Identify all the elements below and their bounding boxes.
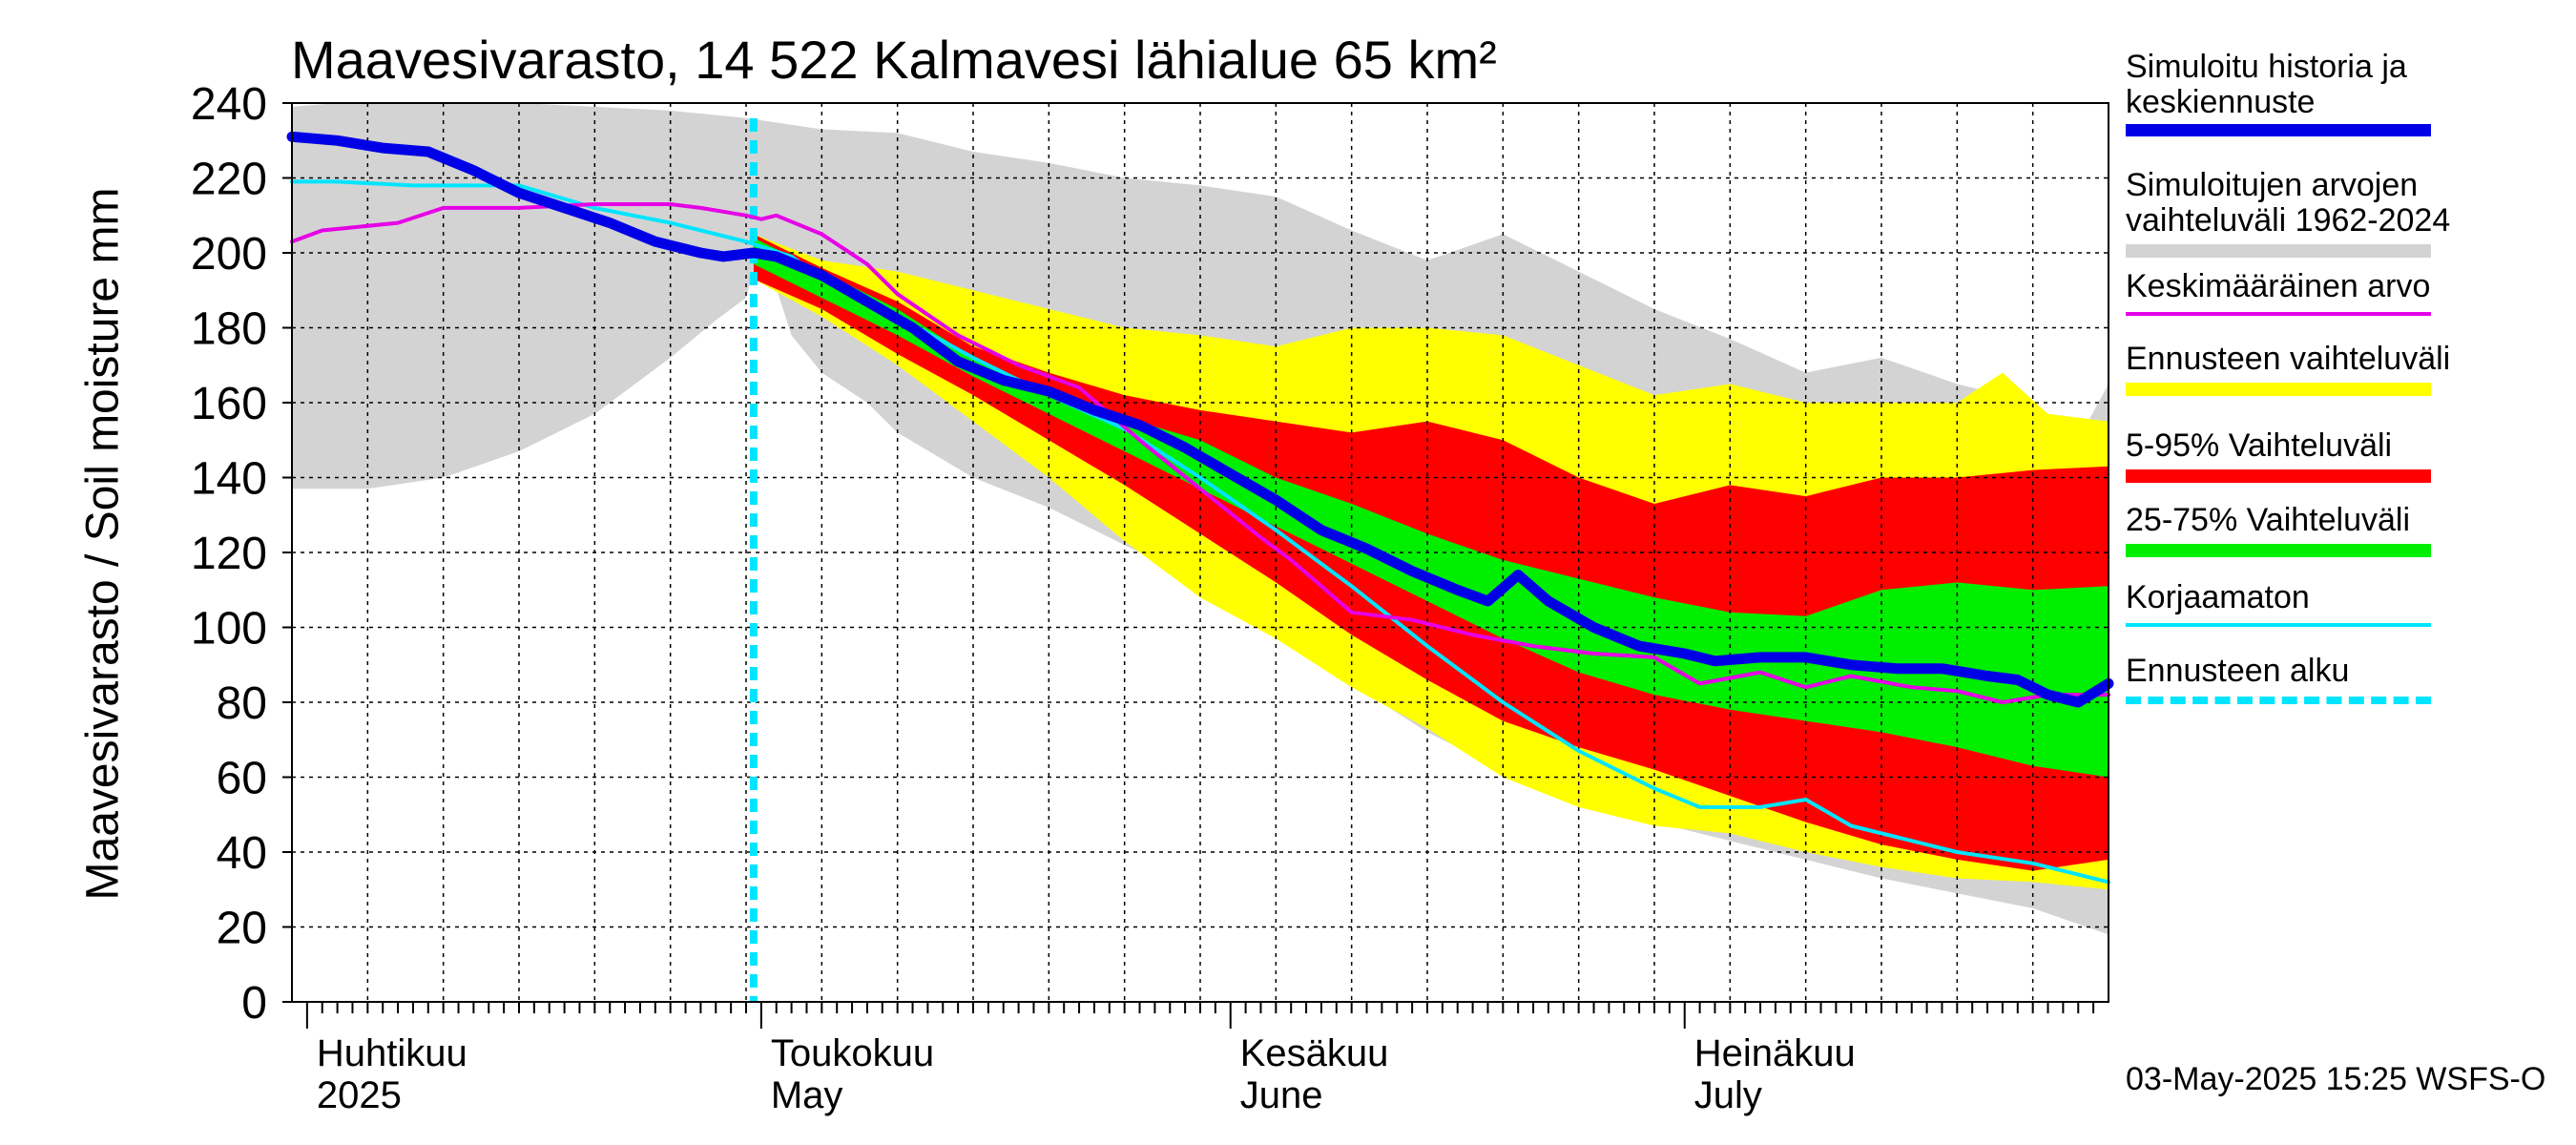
month-label: Toukokuu May <box>771 1032 934 1116</box>
legend-swatch-forecast_start <box>2126 697 2431 704</box>
legend-item-uncorrected: Korjaamaton <box>2126 579 2431 627</box>
legend-item-forecast_start: Ennusteen alku <box>2126 653 2431 704</box>
legend-item-range_hist: Simuloitujen arvojen vaihteluväli 1962-20… <box>2126 167 2451 258</box>
legend-label: Keskimääräinen arvo <box>2126 268 2431 304</box>
legend-swatch-mean <box>2126 312 2431 316</box>
y-tick-label: 180 <box>191 304 267 355</box>
month-sub: 2025 <box>316 1074 402 1116</box>
legend-label: Korjaamaton <box>2126 579 2310 615</box>
y-tick-label: 240 <box>191 79 267 130</box>
legend-label: Ennusteen vaihteluväli <box>2126 341 2451 377</box>
legend-item-forecast_range: Ennusteen vaihteluväli <box>2126 341 2451 396</box>
month-name: Kesäkuu <box>1239 1032 1389 1074</box>
legend-swatch-range_hist <box>2126 244 2431 258</box>
y-tick-label: 140 <box>191 454 267 505</box>
month-label: Huhtikuu 2025 <box>317 1032 467 1116</box>
series-lines <box>286 131 2114 885</box>
legend-item-p25_75: 25-75% Vaihteluväli <box>2126 502 2431 557</box>
y-tick-label: 220 <box>191 155 267 205</box>
y-tick-label: 0 <box>241 978 267 1029</box>
month-label: Heinäkuu July <box>1694 1032 1856 1116</box>
month-name: Toukokuu <box>770 1032 935 1074</box>
legend-label: 5-95% Vaihteluväli <box>2126 427 2393 464</box>
legend-swatch-history <box>2126 124 2431 136</box>
legend-label: Ennusteen alku <box>2126 653 2350 689</box>
axes: 0 20 40 60 80 100 120 140 160 180 200 220 240 <box>191 79 2109 1029</box>
chart-title: Maavesivarasto, 14 522 Kalmavesi lähialu… <box>291 30 1497 90</box>
band-p25_75 <box>753 238 2109 778</box>
legend-label: vaihteluväli 1962-2024 <box>2126 202 2451 239</box>
legend-swatch-forecast_range <box>2126 383 2431 396</box>
legend-item-p5_95: 5-95% Vaihteluväli <box>2126 427 2431 483</box>
legend-item-mean: Keskimääräinen arvo <box>2126 268 2431 316</box>
month-name: Huhtikuu <box>316 1032 467 1074</box>
grid-lines <box>292 103 2109 1002</box>
y-tick-label: 120 <box>191 529 267 579</box>
series-mean <box>290 202 2110 704</box>
series-history <box>286 131 2114 708</box>
legend-label: keskiennuste <box>2126 84 2316 120</box>
y-tick-label: 80 <box>217 678 267 729</box>
legend-swatch-uncorrected <box>2126 623 2431 627</box>
timestamp-footer: 03-May-2025 15:25 WSFS-O <box>2126 1061 2546 1097</box>
month-sub: May <box>770 1074 843 1116</box>
y-axis-label: Maavesivarasto / Soil moisture mm <box>77 187 129 901</box>
series-uncorrected <box>290 179 2110 885</box>
y-tick-label: 40 <box>217 828 267 879</box>
legend-label: 25-75% Vaihteluväli <box>2126 502 2410 538</box>
month-sub: July <box>1693 1074 1762 1116</box>
legend-swatch-p25_75 <box>2126 544 2431 557</box>
y-tick-label: 160 <box>191 379 267 429</box>
y-tick-label: 60 <box>217 754 267 804</box>
month-sub: June <box>1239 1074 1323 1116</box>
month-label: Kesäkuu June <box>1240 1032 1389 1116</box>
legend-label: Simuloitujen arvojen <box>2126 167 2419 203</box>
month-name: Heinäkuu <box>1693 1032 1856 1074</box>
y-tick-label: 20 <box>217 904 267 954</box>
legend-item-history: Simuloitu historia ja keskiennuste <box>2126 49 2431 136</box>
legend-swatch-p5_95 <box>2126 469 2431 483</box>
y-tick-label: 100 <box>191 604 267 655</box>
y-tick-label: 200 <box>191 229 267 280</box>
legend-label: Simuloitu historia ja <box>2126 49 2407 85</box>
